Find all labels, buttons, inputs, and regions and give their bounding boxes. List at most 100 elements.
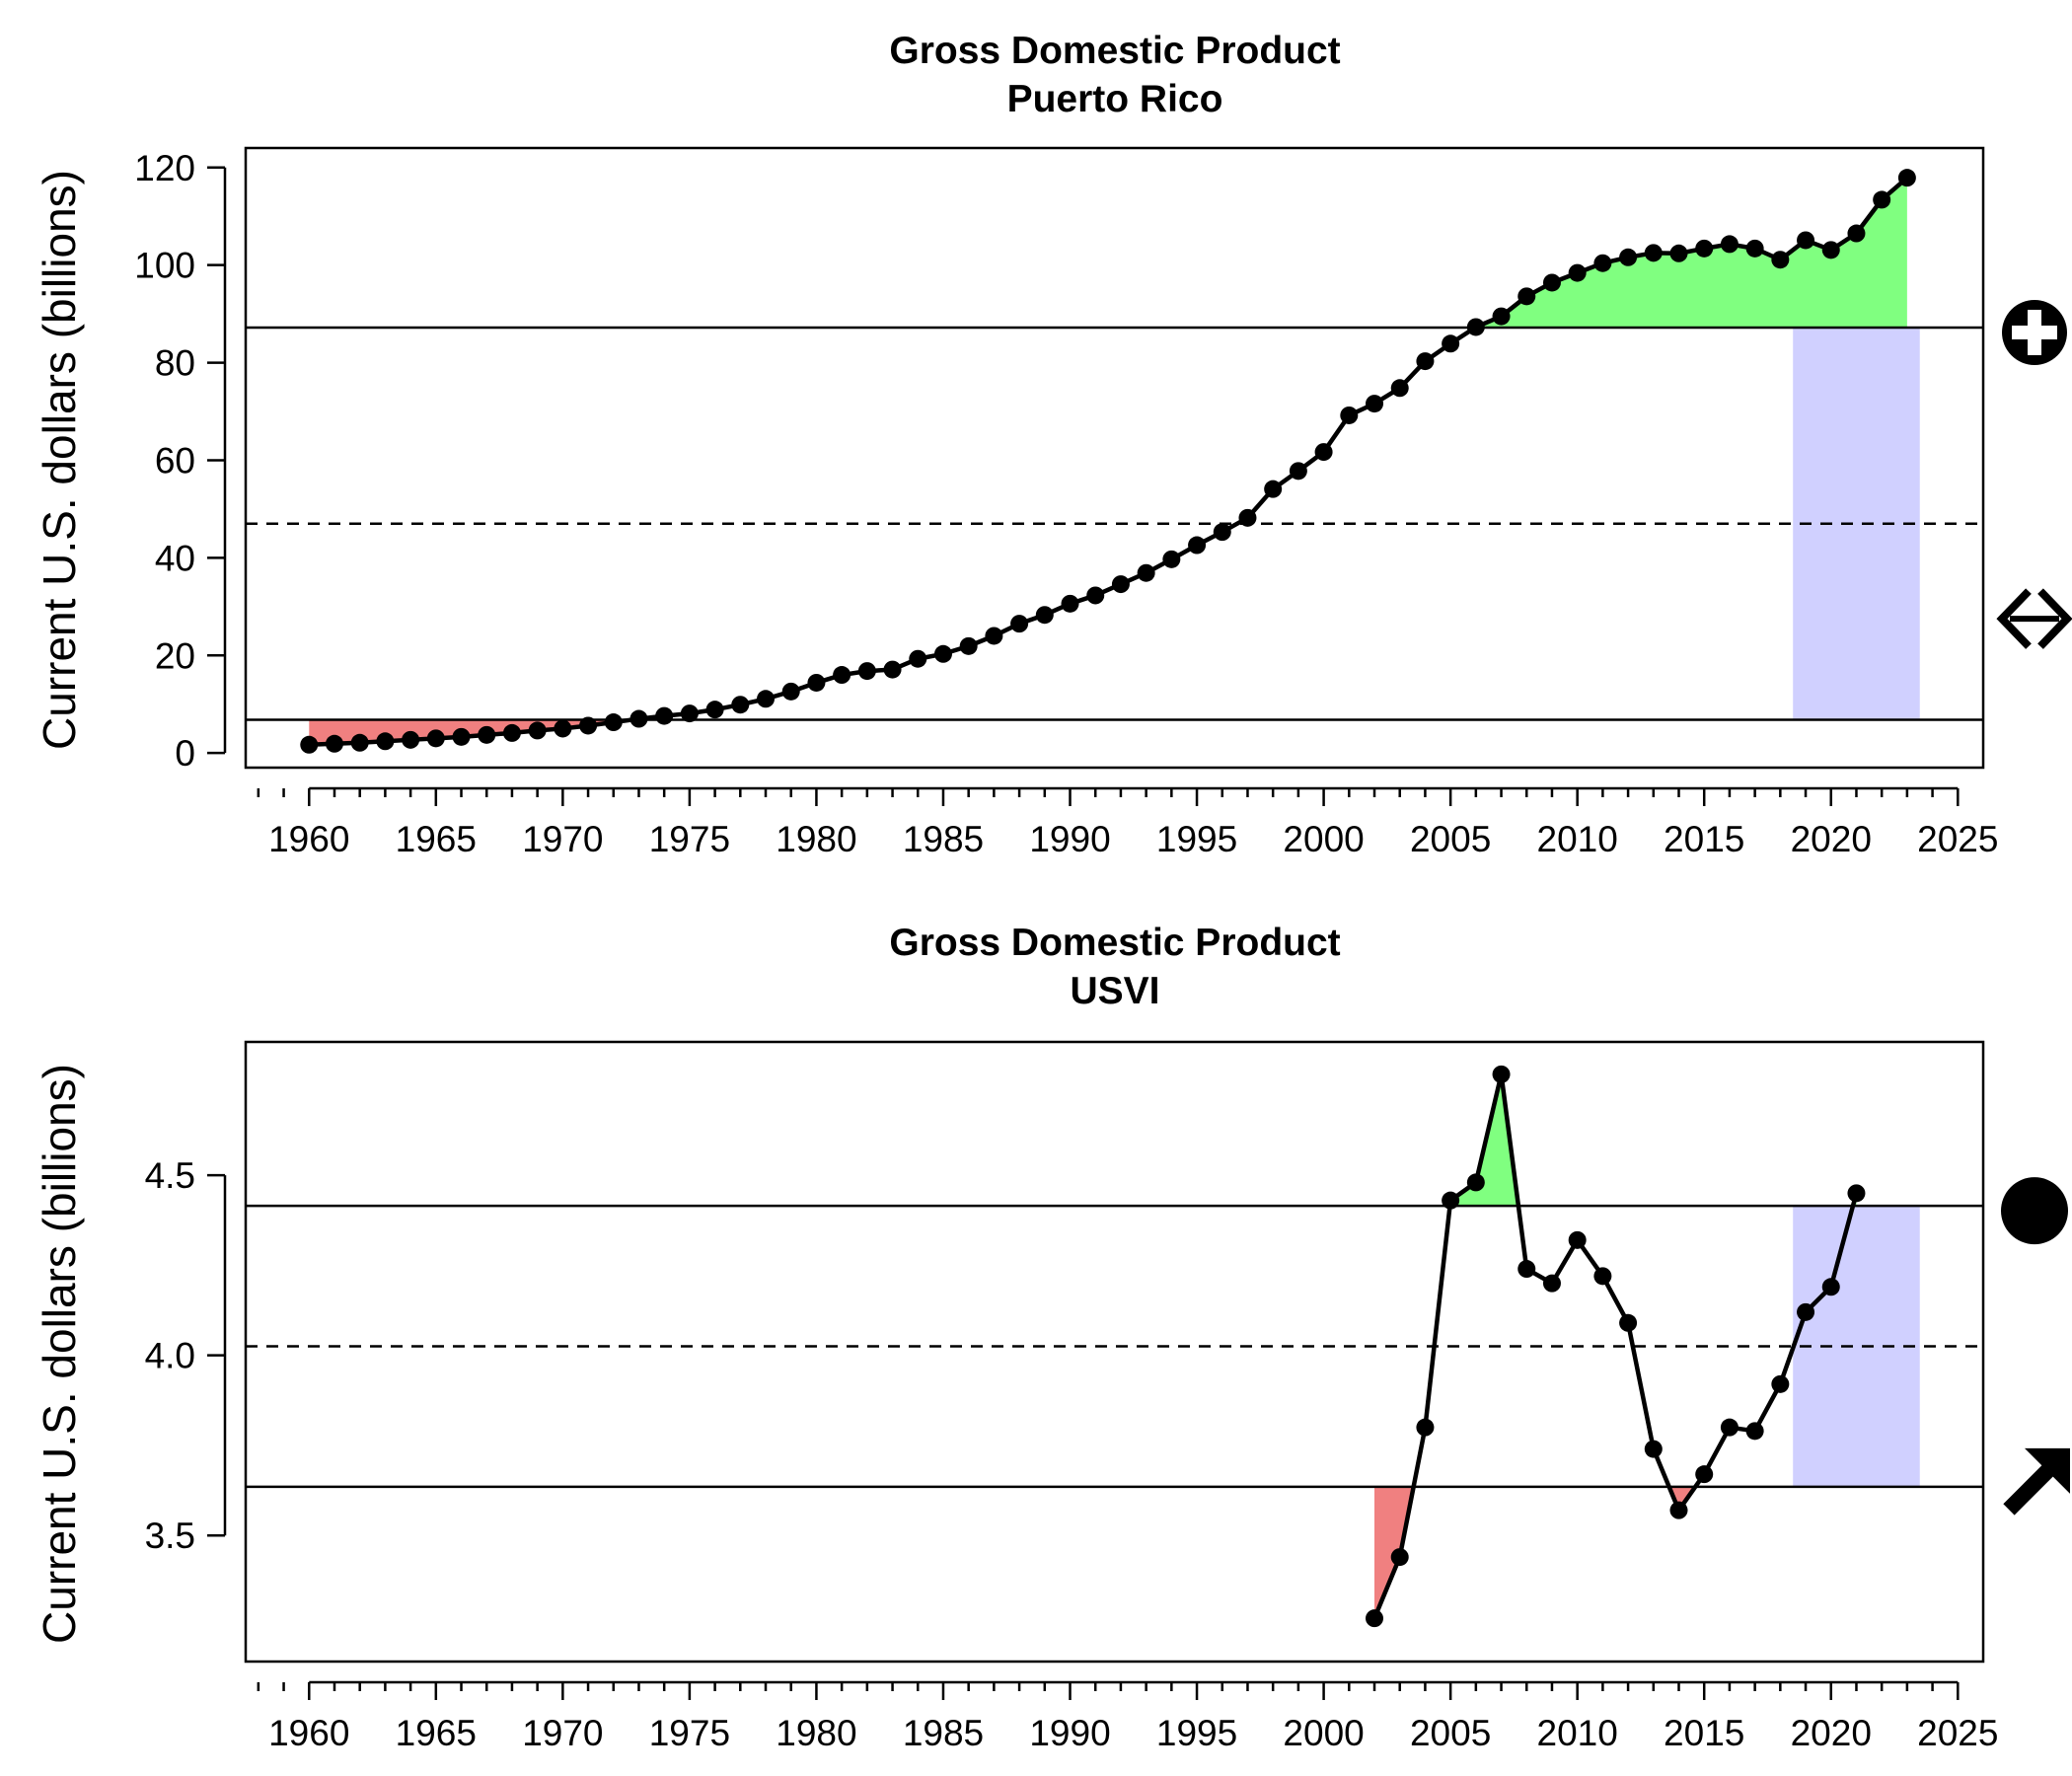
data-point xyxy=(604,713,623,732)
data-point xyxy=(1644,244,1663,262)
data-point xyxy=(502,723,521,742)
chart-subtitle: USVI xyxy=(1070,970,1159,1012)
y-tick-label: 4.0 xyxy=(145,1336,195,1376)
y-tick-label: 40 xyxy=(155,538,195,578)
x-tick-label: 2000 xyxy=(1283,1713,1364,1753)
plot-frame xyxy=(244,146,1985,770)
data-point xyxy=(833,666,851,685)
data-point xyxy=(1390,1548,1409,1567)
x-tick-label: 1965 xyxy=(396,1713,477,1753)
x-tick-label: 1985 xyxy=(903,819,984,859)
data-point xyxy=(1797,1302,1815,1321)
x-tick-label: 1980 xyxy=(776,1713,856,1753)
chart-title: Gross Domestic Product xyxy=(889,922,1340,964)
data-point xyxy=(579,716,598,735)
data-point xyxy=(1593,1267,1612,1286)
data-point xyxy=(1264,480,1283,498)
data-point xyxy=(1745,1422,1764,1441)
y-tick-label: 80 xyxy=(155,343,195,384)
data-point xyxy=(554,719,572,738)
y-tick-label: 20 xyxy=(155,635,195,676)
data-point xyxy=(1086,586,1105,605)
x-tick-label: 1960 xyxy=(268,1713,349,1753)
data-point xyxy=(680,704,699,723)
y-tick-label: 60 xyxy=(155,440,195,481)
recent-window-shading xyxy=(1793,327,1920,720)
data-point xyxy=(1720,235,1739,254)
data-point xyxy=(1720,1418,1739,1437)
x-tick-label: 1990 xyxy=(1029,1713,1110,1753)
data-point xyxy=(1695,239,1714,258)
data-point xyxy=(985,627,1003,645)
double-arrow-horizontal-icon xyxy=(1996,588,2072,649)
data-point xyxy=(1366,1609,1384,1628)
data-point xyxy=(757,690,776,708)
x-tick-label: 2010 xyxy=(1537,1713,1618,1753)
data-point xyxy=(1619,1313,1638,1332)
data-point xyxy=(1390,379,1409,398)
data-point xyxy=(1619,248,1638,266)
data-point xyxy=(1745,239,1764,258)
x-tick-label: 1970 xyxy=(522,1713,603,1753)
data-point xyxy=(1568,1230,1587,1249)
x-tick-label: 1965 xyxy=(396,819,477,859)
x-tick-label: 2005 xyxy=(1410,1713,1491,1753)
y-tick-label: 0 xyxy=(175,733,195,774)
x-tick-label: 1995 xyxy=(1156,1713,1237,1753)
data-point xyxy=(426,729,445,748)
data-point xyxy=(1771,1374,1790,1393)
x-tick-label: 2015 xyxy=(1664,819,1744,859)
arrow-up-right-icon xyxy=(2003,1447,2070,1516)
data-point xyxy=(1010,615,1029,633)
x-tick-label: 1960 xyxy=(268,819,349,859)
data-point xyxy=(1366,395,1384,413)
x-tick-label: 2025 xyxy=(1917,819,1998,859)
y-tick-label: 3.5 xyxy=(145,1516,195,1556)
data-point xyxy=(300,735,319,754)
data-point xyxy=(1492,1065,1511,1083)
x-tick-label: 1970 xyxy=(522,819,603,859)
data-point xyxy=(1542,1274,1561,1293)
data-point xyxy=(1466,318,1485,336)
data-point xyxy=(705,701,724,719)
recent-window-shading xyxy=(1793,1206,1920,1487)
x-tick-label: 1985 xyxy=(903,1713,984,1753)
chart-subtitle: Puerto Rico xyxy=(1007,78,1223,120)
data-point xyxy=(1821,1278,1840,1296)
data-point xyxy=(1847,224,1866,243)
data-point xyxy=(781,682,800,701)
data-point xyxy=(1162,550,1181,568)
data-point xyxy=(1340,406,1359,424)
data-point xyxy=(402,730,420,749)
data-point xyxy=(528,721,547,740)
data-point xyxy=(1669,244,1688,262)
chart-title: Gross Domestic Product xyxy=(889,30,1340,72)
plot-frame xyxy=(244,1040,1985,1664)
data-point xyxy=(325,734,343,753)
y-axis-label: Current U.S. dollars (billions) xyxy=(34,1064,85,1644)
data-point xyxy=(1821,241,1840,259)
data-point xyxy=(1669,1501,1688,1519)
data-point xyxy=(1213,523,1231,542)
data-point xyxy=(959,636,978,655)
data-point xyxy=(478,725,496,744)
circle-plus-icon-bar-v xyxy=(2028,309,2041,355)
chart-panel-puerto-rico: Gross Domestic Product Puerto Rico Curre… xyxy=(34,30,2072,859)
data-point xyxy=(1416,1418,1435,1437)
x-tick-label: 1995 xyxy=(1156,819,1237,859)
x-tick-label: 1990 xyxy=(1029,819,1110,859)
data-point xyxy=(1442,1191,1460,1210)
data-point xyxy=(1314,443,1333,462)
data-point xyxy=(909,649,927,668)
data-point xyxy=(1771,251,1790,269)
data-point xyxy=(1289,462,1307,481)
x-tick-label: 1980 xyxy=(776,819,856,859)
data-point xyxy=(807,673,826,692)
data-point xyxy=(857,662,876,681)
series-line xyxy=(309,176,1909,748)
data-point xyxy=(452,727,471,746)
x-tick-label: 2020 xyxy=(1791,819,1872,859)
circle-plus-icon xyxy=(2002,299,2067,365)
x-tick-label: 2020 xyxy=(1791,1713,1872,1753)
